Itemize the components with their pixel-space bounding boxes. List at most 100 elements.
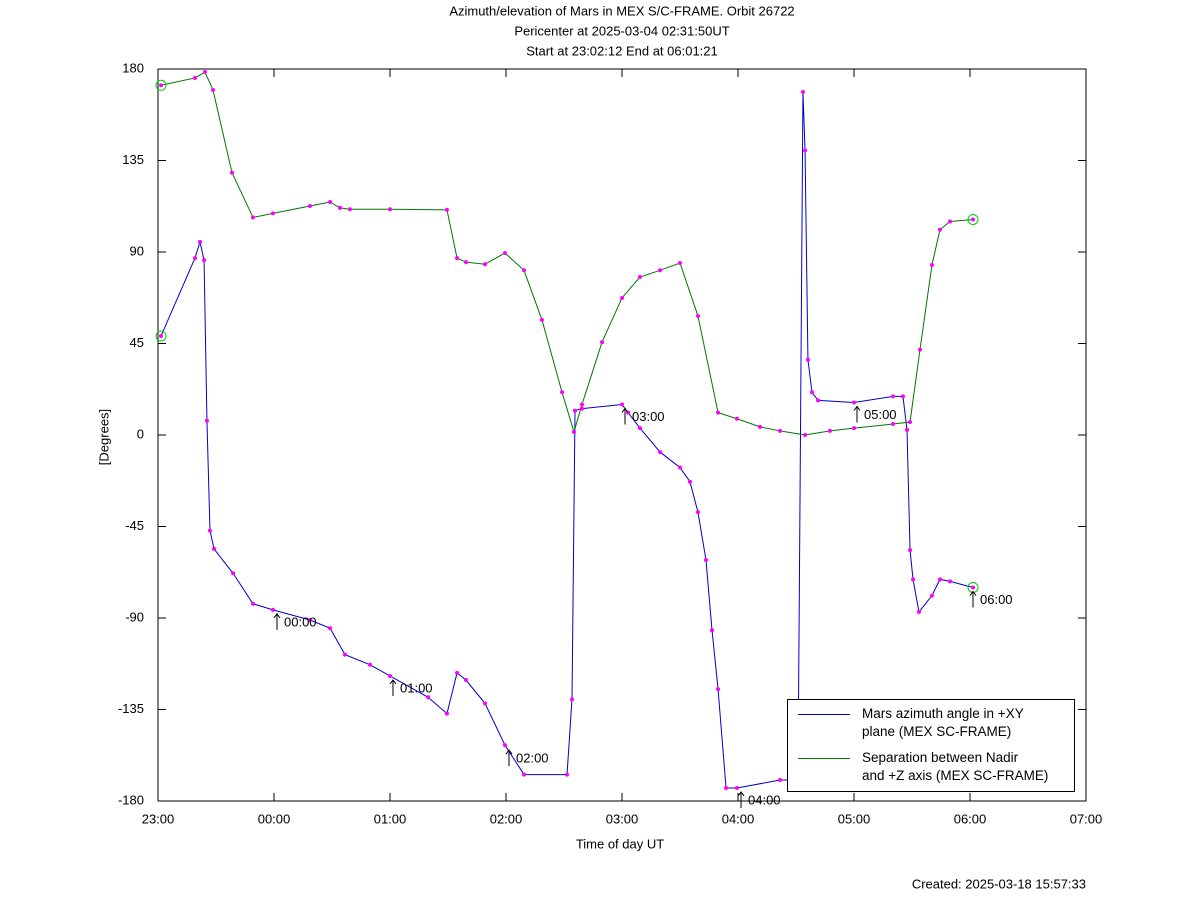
data-point <box>905 427 910 432</box>
data-point <box>193 75 198 80</box>
data-point <box>159 333 164 338</box>
legend-item: Separation between Nadir and +Z axis (ME… <box>788 749 1074 785</box>
y-tick-label: -90 <box>125 609 144 624</box>
data-point <box>678 465 682 470</box>
y-tick-label: -135 <box>118 701 144 716</box>
annotation-arrow-head <box>273 613 281 619</box>
y-tick-label: 0 <box>137 426 144 441</box>
data-point <box>521 268 526 273</box>
data-point <box>204 418 209 423</box>
data-point <box>724 785 729 790</box>
legend-swatch <box>798 758 850 759</box>
data-point <box>620 295 624 300</box>
data-point <box>803 433 808 437</box>
data-point <box>159 83 164 88</box>
data-point <box>716 410 721 415</box>
annotation-arrow-head <box>853 405 861 411</box>
x-tick-label: 23:00 <box>142 811 175 826</box>
data-point <box>971 217 976 222</box>
data-point <box>426 695 431 700</box>
data-point <box>803 148 808 153</box>
data-point <box>734 785 739 790</box>
x-tick-label: 06:00 <box>954 811 987 826</box>
chart-subtitle: Start at 23:02:12 End at 06:01:21 <box>526 43 718 58</box>
data-point <box>900 394 905 399</box>
data-point <box>539 317 544 322</box>
data-point <box>758 424 763 429</box>
annotation-arrow-head <box>389 679 397 685</box>
data-point <box>827 428 832 433</box>
data-point <box>579 402 584 407</box>
data-point <box>207 528 212 533</box>
data-point <box>805 357 810 362</box>
data-point <box>270 211 275 216</box>
data-point <box>637 426 642 431</box>
data-point <box>777 428 782 433</box>
data-point <box>600 340 605 345</box>
data-point <box>193 256 198 261</box>
data-point <box>695 314 700 319</box>
data-point <box>948 219 953 224</box>
data-point <box>342 652 347 657</box>
chart-subtitle: Pericenter at 2025-03-04 02:31:50UT <box>514 23 729 38</box>
data-point <box>916 609 921 614</box>
data-point <box>328 199 333 204</box>
data-point <box>937 577 942 582</box>
data-point <box>695 510 700 515</box>
annotation-label: 00:00 <box>284 614 317 629</box>
data-point <box>908 419 913 424</box>
data-point <box>918 347 923 352</box>
data-point <box>687 479 692 484</box>
x-tick-label: 00:00 <box>258 811 291 826</box>
data-point <box>800 89 805 94</box>
data-point <box>678 260 682 265</box>
y-tick-label: 45 <box>130 335 144 350</box>
data-point <box>347 207 352 212</box>
x-tick-label: 01:00 <box>374 811 407 826</box>
annotation-arrow-head <box>969 590 977 596</box>
data-point <box>463 260 468 265</box>
plot-frame <box>157 68 1087 802</box>
series-line <box>160 71 974 436</box>
data-point <box>620 402 624 407</box>
annotation-label: 02:00 <box>516 751 549 766</box>
data-point <box>716 687 721 692</box>
data-point <box>573 408 578 413</box>
legend: Mars azimuth angle in +XY plane (MEX SC-… <box>787 699 1075 792</box>
annotation-label: 03:00 <box>632 409 665 424</box>
x-tick-label: 02:00 <box>490 811 523 826</box>
data-point <box>816 398 821 403</box>
data-point <box>734 416 739 421</box>
data-point <box>212 546 217 551</box>
data-point <box>908 548 913 553</box>
data-point <box>890 394 895 399</box>
data-point <box>637 275 642 280</box>
y-tick-label: 90 <box>130 243 144 258</box>
data-point <box>937 227 942 232</box>
chart-title: Azimuth/elevation of Mars in MEX S/C-FRA… <box>449 3 794 18</box>
data-point <box>388 673 392 678</box>
data-point <box>560 390 565 395</box>
data-point <box>251 601 256 606</box>
endpoint-marker <box>155 79 167 91</box>
data-point <box>338 205 343 210</box>
data-point <box>483 262 488 267</box>
data-point <box>929 593 934 598</box>
data-point <box>307 618 312 623</box>
x-tick-label: 04:00 <box>722 811 755 826</box>
data-point <box>502 743 507 748</box>
y-tick-label: -45 <box>125 518 144 533</box>
annotation-label: 05:00 <box>864 407 897 422</box>
data-point <box>483 701 488 706</box>
legend-item: Mars azimuth angle in +XY plane (MEX SC-… <box>788 705 1074 741</box>
data-point <box>579 406 584 411</box>
data-point <box>710 628 715 633</box>
data-point <box>202 70 207 75</box>
endpoint-marker <box>155 330 167 342</box>
data-point <box>463 678 468 683</box>
data-point <box>368 662 373 667</box>
annotation-label: 01:00 <box>400 680 433 695</box>
data-point <box>231 571 236 576</box>
data-point <box>948 579 953 584</box>
